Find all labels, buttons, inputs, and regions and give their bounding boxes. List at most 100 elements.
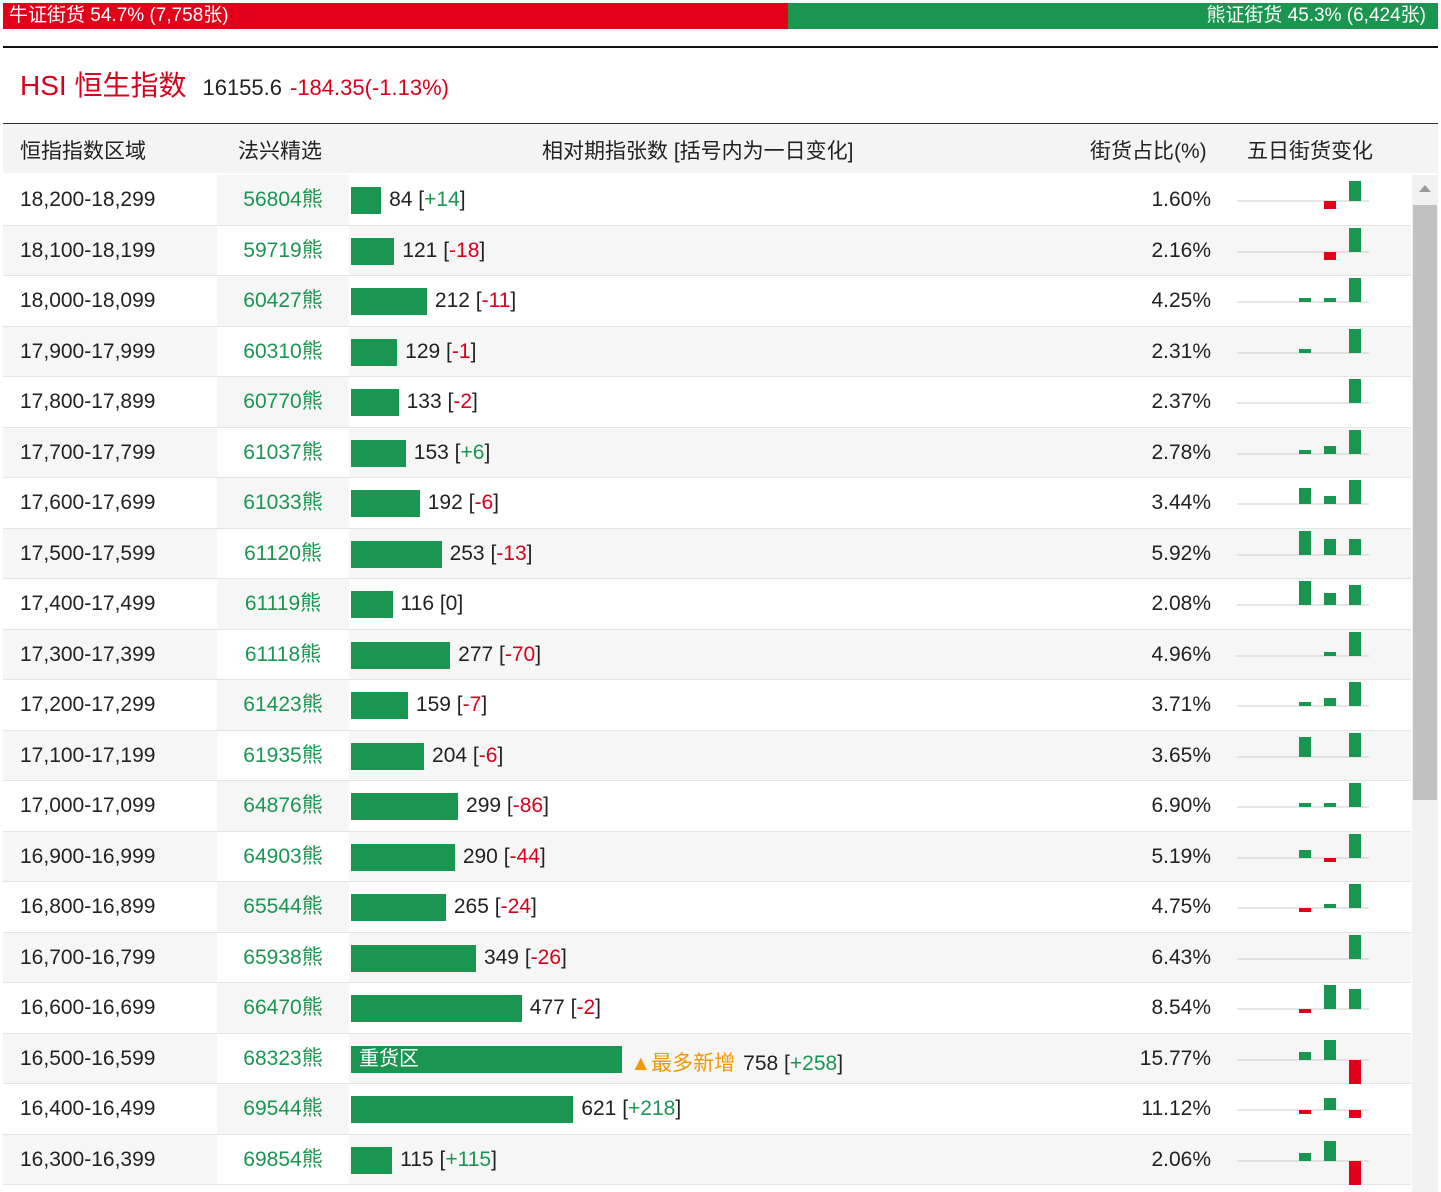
count-text: 621 [+218] (581, 1097, 682, 1120)
warrant-code-link[interactable]: 61118熊 (217, 629, 349, 679)
count-value: 758 (743, 1051, 779, 1075)
spark-bar (1349, 278, 1361, 302)
count-text: 192 [-6] (427, 491, 499, 514)
street-pct: 2.06% (1151, 1147, 1211, 1171)
spark-bar (1299, 488, 1311, 504)
warrant-code-link[interactable]: 61033熊 (217, 478, 349, 528)
index-name[interactable]: HSI 恒生指数 (20, 70, 187, 101)
count-change: -26 (530, 945, 562, 969)
count-change: -24 (500, 895, 531, 918)
range-cell: 18,100-18,199 (20, 238, 156, 262)
five-day-change-chart (1237, 227, 1369, 260)
count-value: 153 (413, 440, 449, 464)
spark-bar (1324, 698, 1336, 706)
count-value: 84 (389, 188, 413, 211)
warrant-code-link[interactable]: 69854熊 (217, 1134, 349, 1184)
spark-bar (1324, 496, 1336, 504)
bull-bear-ratio-bar: 牛证街货 54.7% (7,758张) 熊证街货 45.3% (6,424张) (3, 3, 1438, 29)
range-cell: 17,300-17,399 (20, 642, 156, 666)
spark-bar (1299, 581, 1311, 605)
index-value: 16155.6 (202, 75, 282, 100)
five-day-change-chart (1237, 181, 1369, 209)
table-row: 17,900-17,999 60310熊 129 [-1] 2.31% (3, 326, 1411, 377)
count-value: 159 (415, 693, 451, 716)
street-pct: 2.37% (1151, 390, 1211, 413)
header-pick: 法兴精选 (238, 140, 322, 163)
spark-bar (1299, 298, 1311, 302)
index-summary: HSI 恒生指数 16155.6 -184.35(-1.13%) (20, 64, 449, 104)
range-cell: 17,900-17,999 (20, 339, 156, 363)
count-change: -18 (449, 238, 480, 262)
warrant-code-link[interactable]: 60310熊 (217, 326, 349, 376)
warrant-code-link[interactable]: 65544熊 (217, 882, 349, 932)
range-cell: 16,700-16,799 (20, 945, 156, 969)
warrant-code-link[interactable]: 64903熊 (217, 831, 349, 881)
table-row: 17,700-17,799 61037熊 153 [+6] 2.78% (3, 427, 1411, 478)
scrollbar-thumb[interactable] (1413, 205, 1437, 800)
count-change: -44 (509, 844, 540, 868)
street-pct: 2.16% (1151, 238, 1211, 262)
spark-bar (1299, 530, 1311, 555)
street-pct: 3.65% (1151, 743, 1211, 767)
count-bar (351, 944, 476, 972)
warrant-code-link[interactable]: 64876熊 (217, 781, 349, 831)
five-day-change-chart (1237, 429, 1369, 454)
spark-bar (1299, 449, 1311, 454)
warrant-code-link[interactable]: 69544熊 (217, 1084, 349, 1134)
five-day-change-chart (1237, 530, 1369, 555)
warrant-code-link[interactable]: 61037熊 (217, 427, 349, 477)
warrant-code-link[interactable]: 61120熊 (217, 528, 349, 578)
street-pct: 6.43% (1151, 945, 1211, 969)
range-cell: 16,300-16,399 (20, 1147, 156, 1171)
count-text: 349 [-26] (483, 945, 567, 969)
spark-bar (1349, 181, 1361, 201)
count-change: +218 (628, 1097, 676, 1120)
warrant-code-link[interactable]: 66470熊 (217, 983, 349, 1033)
range-cell: 18,200-18,299 (20, 188, 156, 211)
street-pct: 3.44% (1151, 491, 1211, 514)
spark-bar (1324, 298, 1336, 302)
warrant-code-link[interactable]: 59719熊 (217, 225, 349, 275)
spark-bar (1299, 702, 1311, 706)
spark-bar (1349, 783, 1361, 807)
five-day-change-chart (1237, 278, 1369, 303)
count-text: ▲最多新增 758 [+258] (630, 1051, 844, 1075)
count-bar (351, 995, 522, 1022)
count-bar (351, 793, 459, 820)
five-day-change-chart (1237, 1140, 1369, 1185)
spark-bar (1299, 803, 1311, 807)
range-cell: 17,200-17,299 (20, 693, 156, 716)
warrant-code-link[interactable]: 61119熊 (217, 579, 349, 629)
table-row: 16,500-16,599 68323熊 重货区 ▲最多新增 758 [+258] 15.… (3, 1033, 1411, 1084)
street-pct: 1.60% (1151, 188, 1211, 211)
warrant-code-link[interactable]: 68323熊 (217, 1033, 349, 1083)
five-day-change-chart (1237, 1039, 1369, 1084)
warrant-code-link[interactable]: 61935熊 (217, 730, 349, 780)
count-change: 0 (445, 592, 458, 615)
scroll-up-arrow-icon[interactable] (1419, 185, 1431, 192)
count-bar (351, 187, 382, 214)
warrant-code-link[interactable]: 61423熊 (217, 680, 349, 730)
warrant-code-link[interactable]: 65938熊 (217, 932, 349, 982)
street-pct: 3.71% (1151, 693, 1211, 716)
warrant-code-link[interactable]: 60427熊 (217, 276, 349, 326)
count-change: +115 (445, 1147, 492, 1171)
count-value: 129 (405, 339, 441, 363)
bear-street-goods: 熊证街货 45.3% (6,424张) (787, 3, 1438, 29)
warrant-code-link[interactable]: 60770熊 (217, 377, 349, 427)
count-change: +258 (789, 1051, 838, 1075)
spark-bar (1349, 1059, 1361, 1084)
spark-bar (1349, 328, 1361, 353)
spark-bar (1299, 1009, 1311, 1013)
spark-bar (1349, 631, 1361, 656)
table-row: 16,800-16,899 65544熊 265 [-24] 4.75% (3, 882, 1411, 933)
street-pct: 5.92% (1151, 541, 1211, 565)
scrollbar[interactable] (1412, 175, 1438, 1192)
count-change: -2 (576, 996, 596, 1019)
count-text: 299 [-86] (466, 794, 549, 817)
count-text: 121 [-18] (402, 238, 486, 262)
five-day-change-chart (1237, 480, 1369, 505)
spark-bar (1349, 934, 1361, 959)
count-bar (351, 237, 395, 265)
warrant-code-link[interactable]: 56804熊 (217, 175, 349, 225)
